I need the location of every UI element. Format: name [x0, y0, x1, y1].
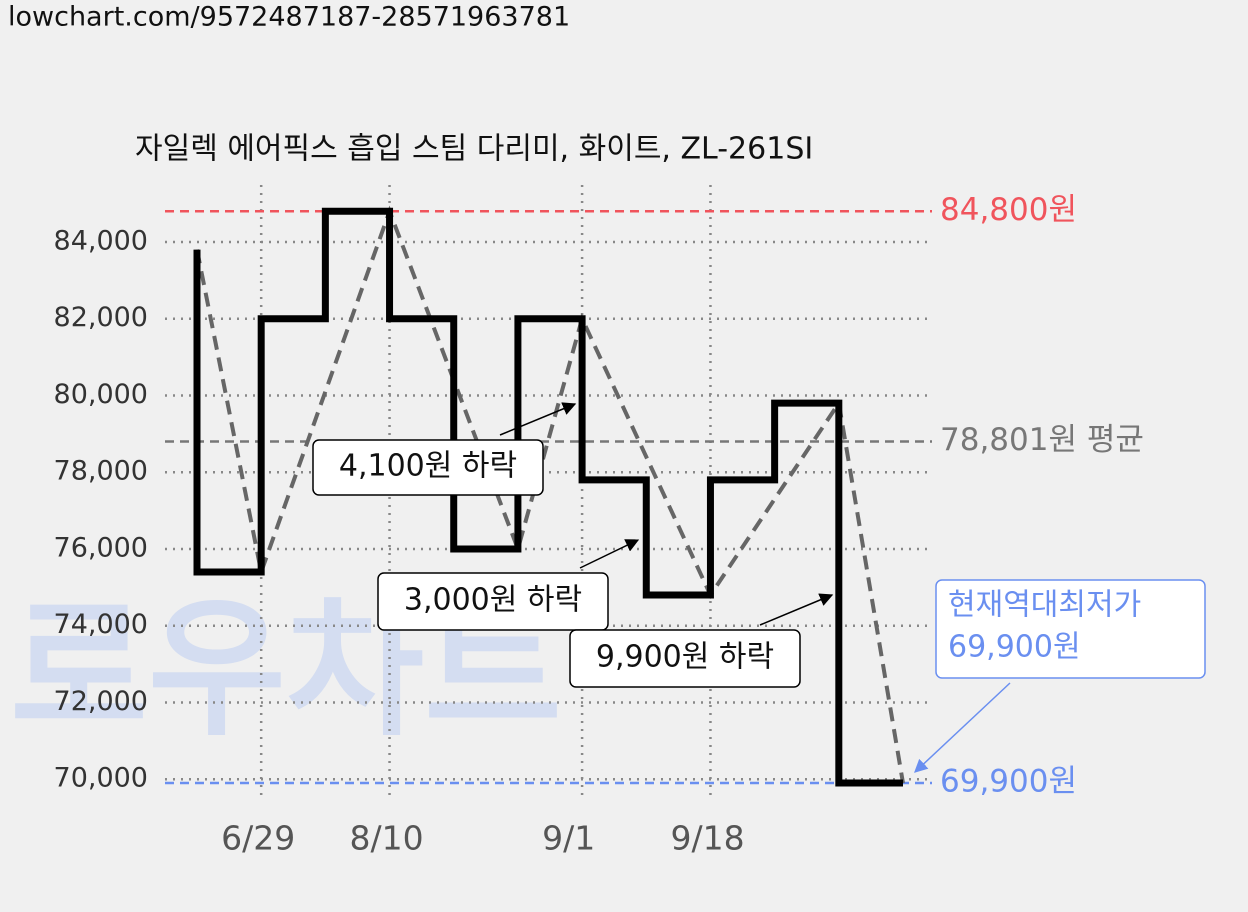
x-tick-label: 9/18 [670, 819, 744, 858]
chart-title: 자일렉 에어픽스 흡입 스팀 다리미, 화이트, ZL-261SI [135, 132, 813, 167]
y-tick-label: 74,000 [54, 609, 148, 640]
x-tick-label: 6/29 [221, 819, 295, 858]
lowest-note: 69,900원 [948, 630, 1081, 665]
annotation-box [569, 629, 801, 688]
price-step-line [193, 207, 903, 787]
annotation-box [377, 572, 609, 631]
arrow [499, 402, 577, 436]
y-tick-label: 80,000 [54, 379, 148, 410]
x-tick-label: 8/10 [350, 819, 424, 858]
lowest-note: 현재역대최저가 [948, 588, 1141, 623]
y-tick-label: 70,000 [54, 763, 148, 794]
y-tick-label: 84,000 [54, 225, 148, 256]
arrow [579, 539, 640, 569]
y-tick-label: 78,000 [54, 456, 148, 487]
annotation-box [312, 439, 544, 496]
annotation: 9,900원 하락 [596, 640, 774, 675]
reference-label: 69,900원 [940, 764, 1077, 800]
arrow [914, 682, 1011, 773]
annotation: 3,000원 하락 [404, 583, 582, 618]
y-tick-label: 76,000 [54, 532, 148, 563]
x-tick-label: 9/1 [542, 819, 595, 858]
reference-label: 84,800원 [940, 192, 1077, 228]
annotation-box [935, 579, 1206, 679]
trend-line [195, 205, 905, 784]
y-tick-label: 82,000 [54, 302, 148, 333]
reference-label: 78,801원 평균 [940, 422, 1144, 458]
url: lowchart.com/9572487187-28571963781 [8, 2, 570, 33]
annotation: 4,100원 하락 [339, 449, 517, 484]
arrow [759, 593, 834, 626]
y-tick-label: 72,000 [54, 686, 148, 717]
